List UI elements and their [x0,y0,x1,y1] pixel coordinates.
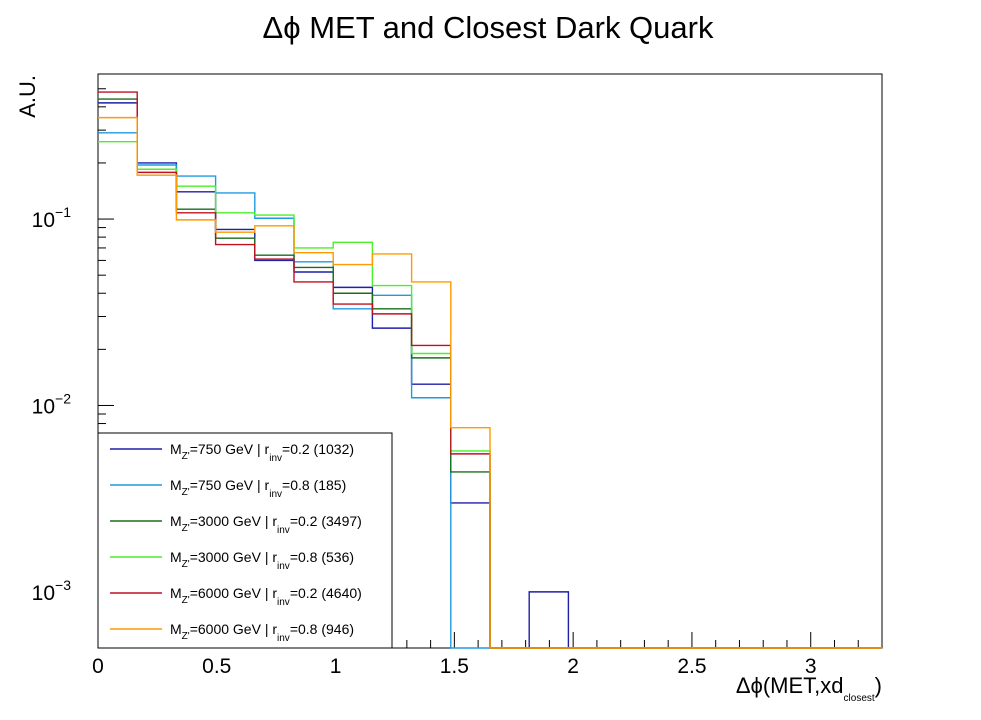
chart-title: Δϕ MET and Closest Dark Quark [263,10,714,45]
legend: MZ'=750 GeV | rinv=0.2 (1032) MZ'=750 GeV… [110,441,362,644]
legend-entry: MZ'=6000 GeV | rinv=0.8 (946) [170,621,354,644]
x-tick-label: 0.5 [202,655,231,678]
legend-box [97,432,393,649]
legend-entry: MZ'=750 GeV | rinv=0.8 (185) [170,477,346,500]
legend-entry: MZ'=750 GeV | rinv=0.2 (1032) [170,441,354,464]
x-tick-label: 0 [92,655,104,678]
series-line-6 [98,116,882,649]
axis-tick-labels: 0 0.5 1 1.5 2 2.5 3 10−1 10−2 10−3 [32,204,817,678]
legend-entry: MZ'=3000 GeV | rinv=0.8 (536) [170,549,354,572]
y-tick-label: 10−1 [32,204,72,232]
x-tick-label: 1.5 [440,655,469,678]
series-lines [98,91,882,649]
y-tick-label: 10−3 [32,577,72,605]
x-tick-label: 1 [330,655,342,678]
x-tick-label: 2.5 [677,655,706,678]
y-axis-title: A.U. [15,75,40,118]
legend-entry: MZ'=3000 GeV | rinv=0.2 (3497) [170,513,362,536]
x-tick-label: 2 [567,655,579,678]
x-tick-label: 3 [805,655,817,678]
x-axis-title: Δϕ(MET,xdclosest) [736,673,882,704]
legend-entry: MZ'=6000 GeV | rinv=0.2 (4640) [170,585,362,608]
y-tick-label: 10−2 [32,390,72,418]
